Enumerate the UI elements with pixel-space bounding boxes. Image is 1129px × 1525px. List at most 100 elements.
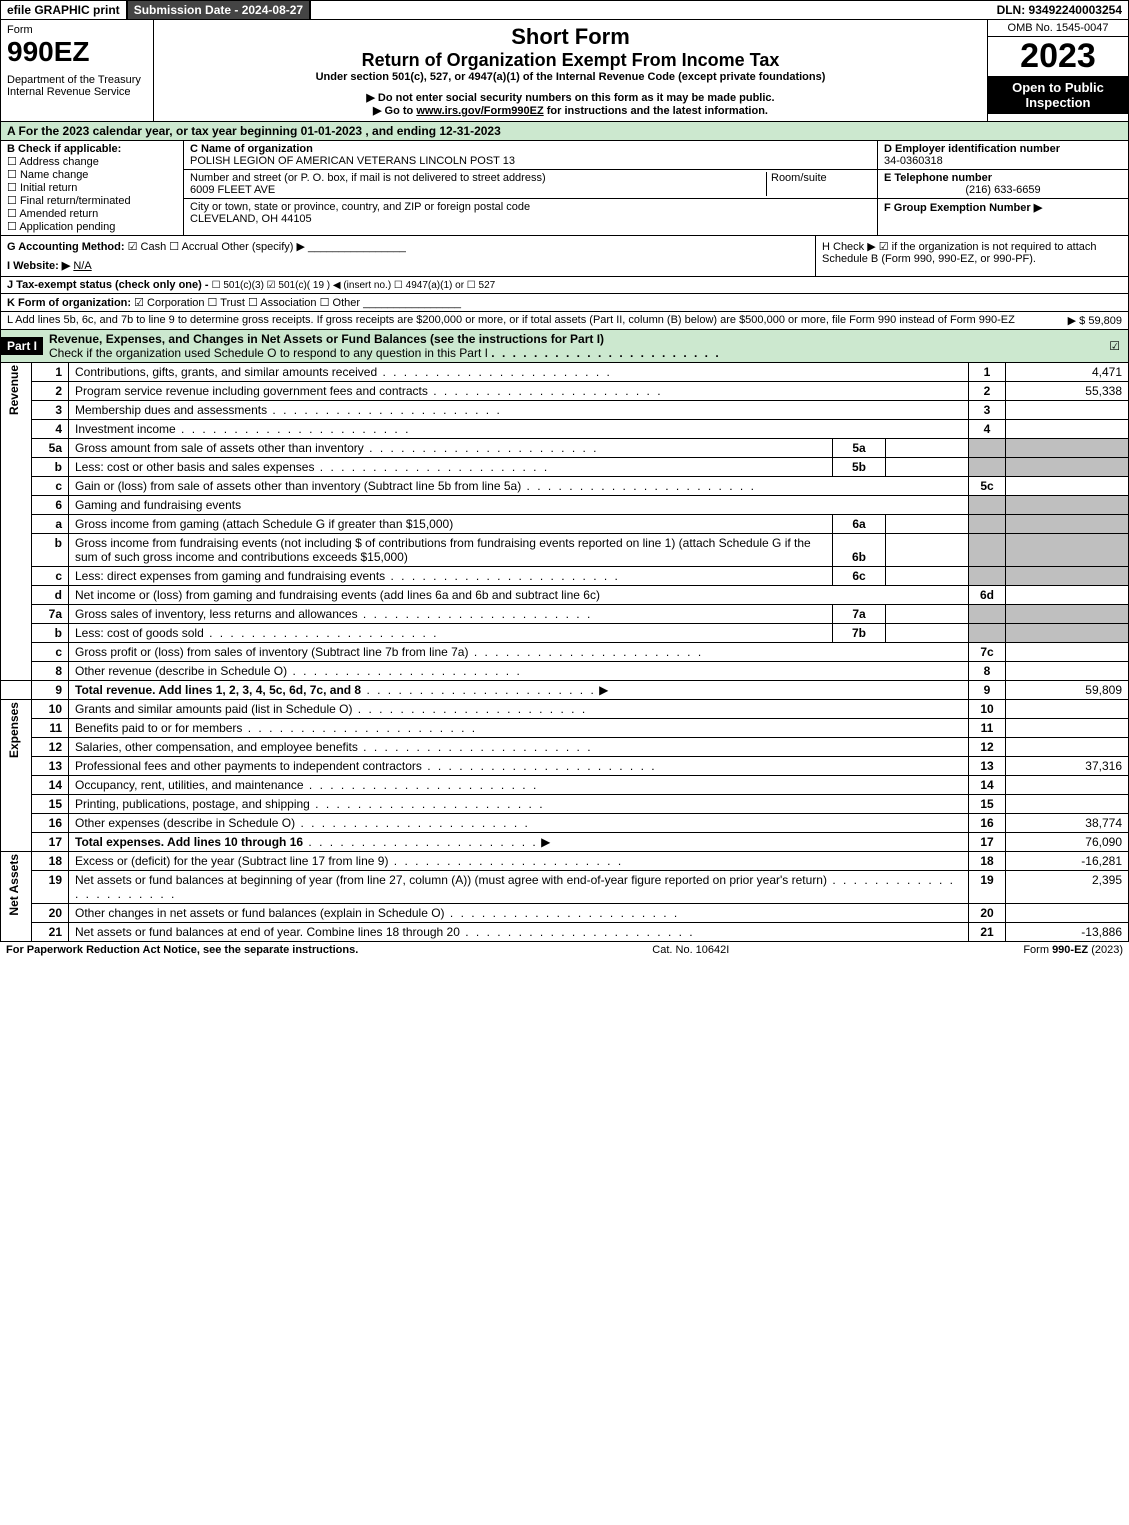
j-label: J Tax-exempt status (check only one) -: [7, 279, 209, 291]
form-word: Form: [7, 24, 147, 36]
efile-print[interactable]: efile GRAPHIC print: [1, 1, 128, 19]
line-desc: Program service revenue including govern…: [75, 384, 428, 398]
org-name: POLISH LEGION OF AMERICAN VETERANS LINCO…: [190, 155, 515, 167]
side-label: Net Assets: [1, 852, 32, 942]
line-desc: Investment income: [75, 422, 176, 436]
line-desc: Printing, publications, postage, and shi…: [69, 795, 969, 814]
website-value: N/A: [73, 260, 91, 272]
form-header: Form 990EZ Department of the Treasury In…: [0, 20, 1129, 122]
line-k: K Form of organization: ☑ Corporation ☐ …: [0, 294, 1129, 312]
line-num: 3: [32, 401, 69, 420]
footer-right: Form 990-EZ (2023): [1023, 944, 1123, 956]
line-desc: Gross amount from sale of assets other t…: [75, 441, 364, 455]
col-num: 6d: [969, 586, 1006, 605]
line-value: 76,090: [1006, 833, 1129, 852]
b-opt-initial[interactable]: Initial return: [20, 182, 77, 194]
col-num: 4: [969, 420, 1006, 439]
col-num: 7c: [969, 643, 1006, 662]
line-desc: Gross income from fundraising events (no…: [75, 536, 811, 564]
c-label: C Name of organization: [190, 143, 313, 155]
line-desc: Professional fees and other payments to …: [69, 757, 969, 776]
netassets-table: Net Assets18Excess or (deficit) for the …: [0, 852, 1129, 942]
phone-value: (216) 633-6659: [884, 184, 1122, 196]
omb-number: OMB No. 1545-0047: [988, 20, 1128, 37]
g-cash[interactable]: ☑ Cash: [128, 241, 167, 253]
k-opts[interactable]: ☑ Corporation ☐ Trust ☐ Association ☐ Ot…: [134, 297, 360, 309]
line-desc: Benefits paid to or for members: [69, 719, 969, 738]
l-text: L Add lines 5b, 6c, and 7b to line 9 to …: [7, 314, 1068, 327]
line-desc: Salaries, other compensation, and employ…: [69, 738, 969, 757]
col-num: 9: [969, 681, 1006, 700]
dln: DLN: 93492240003254: [991, 1, 1128, 19]
ein-value: 34-0360318: [884, 155, 943, 167]
line-value: 55,338: [1006, 382, 1129, 401]
line-value: [1006, 795, 1129, 814]
b-opt-address[interactable]: Address change: [19, 156, 99, 168]
line-desc: Other revenue (describe in Schedule O): [75, 664, 287, 678]
line-num: 5a: [32, 439, 69, 458]
line-value: [1006, 420, 1129, 439]
g-accrual[interactable]: ☐ Accrual: [169, 241, 218, 253]
page-footer: For Paperwork Reduction Act Notice, see …: [0, 942, 1129, 958]
line-num: a: [32, 515, 69, 534]
part1-title: Revenue, Expenses, and Changes in Net As…: [49, 332, 604, 346]
b-opt-pending[interactable]: Application pending: [19, 221, 115, 233]
line-value: 4,471: [1006, 363, 1129, 382]
line-value: -16,281: [1006, 852, 1129, 871]
b-opt-name[interactable]: Name change: [20, 169, 89, 181]
line-a: A For the 2023 calendar year, or tax yea…: [0, 122, 1129, 141]
line-desc: Occupancy, rent, utilities, and maintena…: [69, 776, 969, 795]
col-num: 11: [969, 719, 1006, 738]
e-label: E Telephone number: [884, 172, 992, 184]
line-num: b: [32, 534, 69, 567]
line-desc: Contributions, gifts, grants, and simila…: [75, 365, 377, 379]
city-value: CLEVELAND, OH 44105: [190, 213, 312, 225]
line-num: 20: [32, 904, 69, 923]
line-value: 37,316: [1006, 757, 1129, 776]
line-value: 2,395: [1006, 871, 1129, 904]
col-num: 14: [969, 776, 1006, 795]
line-desc: Gross income from gaming (attach Schedul…: [75, 517, 453, 531]
j-opts[interactable]: ☐ 501(c)(3) ☑ 501(c)( 19 ) ◀ (insert no.…: [212, 280, 496, 291]
tax-year: 2023: [988, 37, 1128, 76]
part1-check-text: Check if the organization used Schedule …: [49, 346, 488, 360]
sub-num: 7b: [833, 624, 886, 643]
expenses-table: Expenses10Grants and similar amounts pai…: [0, 700, 1129, 852]
b-opt-amended[interactable]: Amended return: [19, 208, 98, 220]
col-num: 17: [969, 833, 1006, 852]
f-label: F Group Exemption Number ▶: [884, 202, 1042, 214]
line-num: b: [32, 624, 69, 643]
revenue-table: Revenue 1 Contributions, gifts, grants, …: [0, 363, 1129, 700]
b-opt-final[interactable]: Final return/terminated: [20, 195, 131, 207]
line-num: 15: [32, 795, 69, 814]
short-form-title: Short Form: [158, 24, 983, 50]
street-value: 6009 FLEET AVE: [190, 184, 275, 196]
g-other[interactable]: Other (specify) ▶: [221, 241, 305, 253]
line-j: J Tax-exempt status (check only one) - ☐…: [0, 277, 1129, 294]
form-number: 990EZ: [7, 36, 147, 68]
line-num: 2: [32, 382, 69, 401]
sub-num: 5b: [833, 458, 886, 477]
sub-num: 7a: [833, 605, 886, 624]
line-num: 19: [32, 871, 69, 904]
goto-link[interactable]: ▶ Go to www.irs.gov/Form990EZ for instru…: [158, 104, 983, 117]
line-desc: Gross sales of inventory, less returns a…: [75, 607, 358, 621]
line-num: 12: [32, 738, 69, 757]
col-num: 12: [969, 738, 1006, 757]
line-num: 17: [32, 833, 69, 852]
b-title: B Check if applicable:: [7, 143, 121, 155]
line-l: L Add lines 5b, 6c, and 7b to line 9 to …: [0, 312, 1129, 330]
col-num: 10: [969, 700, 1006, 719]
line-desc: Gain or (loss) from sale of assets other…: [75, 479, 521, 493]
part1-checkbox[interactable]: ☑: [1101, 339, 1128, 353]
main-title: Return of Organization Exempt From Incom…: [158, 50, 983, 71]
sub-num: 6b: [833, 534, 886, 567]
l-amount: ▶ $ 59,809: [1068, 314, 1122, 327]
line-desc: Gross profit or (loss) from sales of inv…: [75, 645, 468, 659]
line-desc: Other expenses (describe in Schedule O): [69, 814, 969, 833]
footer-mid: Cat. No. 10642I: [652, 944, 729, 956]
side-label: Expenses: [1, 700, 32, 852]
submission-date: Submission Date - 2024-08-27: [128, 1, 311, 19]
line-num: c: [32, 643, 69, 662]
irs-link[interactable]: www.irs.gov/Form990EZ: [416, 105, 543, 117]
